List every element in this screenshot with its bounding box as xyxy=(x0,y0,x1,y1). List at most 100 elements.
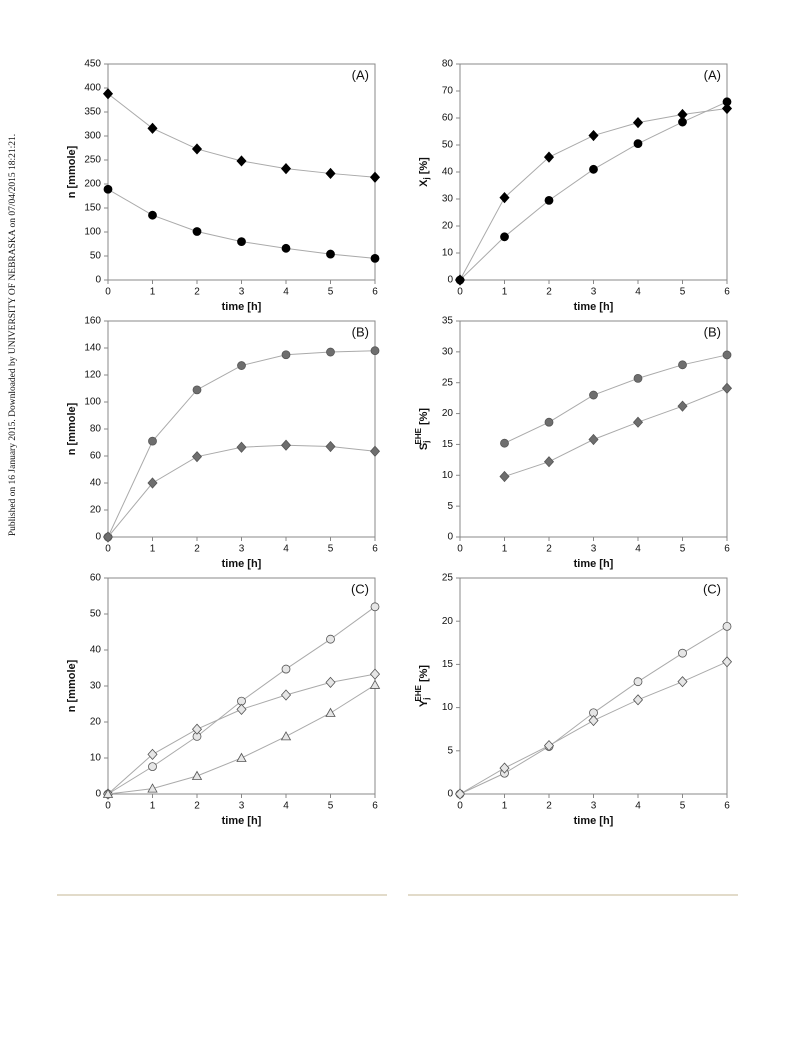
marker xyxy=(499,192,510,204)
panel-label: (A) xyxy=(704,67,721,82)
y-axis-label-sup: EHE xyxy=(414,427,423,444)
y-tick-label: 150 xyxy=(84,203,101,214)
panel-label: (C) xyxy=(703,581,721,596)
y-tick-label: 10 xyxy=(442,248,454,259)
y-tick-label: 25 xyxy=(442,573,454,584)
y-tick-label: 5 xyxy=(447,745,453,756)
marker xyxy=(280,731,292,741)
x-axis-label: time [h] xyxy=(222,301,262,313)
marker xyxy=(148,436,157,446)
marker xyxy=(369,679,381,689)
marker xyxy=(281,350,291,360)
x-tick-label: 0 xyxy=(457,544,463,555)
marker xyxy=(147,477,158,489)
series-line xyxy=(107,444,376,538)
marker xyxy=(147,748,158,760)
y-tick-label: 60 xyxy=(90,451,102,462)
y-axis-label-main: n [mmole] xyxy=(66,145,78,198)
x-tick-label: 2 xyxy=(194,801,200,812)
x-tick-label: 6 xyxy=(372,544,378,555)
marker xyxy=(499,470,510,483)
y-tick-label: 10 xyxy=(442,470,454,481)
series-line xyxy=(504,354,728,444)
marker xyxy=(633,139,643,149)
x-tick-label: 2 xyxy=(546,544,552,555)
y-tick-label: 20 xyxy=(442,221,454,232)
marker xyxy=(281,243,291,253)
y-tick-label: 40 xyxy=(90,478,102,489)
marker xyxy=(722,350,732,360)
marker xyxy=(543,456,555,468)
x-tick-label: 3 xyxy=(591,287,597,298)
marker xyxy=(325,167,336,180)
y-axis-label: Xj [%] xyxy=(418,157,431,187)
y-axis-label: YjEHE [%] xyxy=(414,665,431,707)
y-tick-label: 35 xyxy=(442,316,454,327)
x-axis-label: time [h] xyxy=(574,558,614,570)
x-tick-label: 2 xyxy=(546,801,552,812)
marker xyxy=(678,360,687,370)
marker xyxy=(722,621,732,631)
marker xyxy=(192,385,202,395)
marker xyxy=(102,788,114,798)
x-tick-label: 2 xyxy=(194,544,200,555)
panel-label: (A) xyxy=(352,67,369,82)
marker xyxy=(191,770,203,780)
y-tick-label: 30 xyxy=(442,194,454,205)
marker xyxy=(236,441,247,453)
marker xyxy=(325,707,336,717)
marker xyxy=(369,171,381,183)
y-tick-label: 15 xyxy=(442,439,454,450)
marker xyxy=(326,347,335,357)
series-line xyxy=(504,387,728,477)
marker xyxy=(326,249,335,259)
y-axis-label-sup: EHE xyxy=(414,684,423,701)
marker xyxy=(102,88,114,100)
marker xyxy=(677,108,688,121)
x-axis-label: time [h] xyxy=(574,815,614,827)
marker xyxy=(280,689,292,701)
x-tick-label: 3 xyxy=(591,801,597,812)
marker xyxy=(280,163,292,175)
y-axis-label-unit: [%] xyxy=(418,665,430,682)
x-axis-label: time [h] xyxy=(222,558,262,570)
y-axis-label-unit: [%] xyxy=(418,157,430,174)
x-tick-label: 1 xyxy=(150,544,156,555)
y-tick-label: 25 xyxy=(442,377,454,388)
x-tick-label: 5 xyxy=(328,287,334,298)
panel-label: (B) xyxy=(352,324,369,339)
marker xyxy=(281,664,291,674)
marker xyxy=(589,390,598,400)
x-tick-label: 3 xyxy=(591,544,597,555)
y-axis-label-main: X xyxy=(418,179,430,187)
x-tick-label: 0 xyxy=(105,544,111,555)
marker xyxy=(544,417,554,427)
marker xyxy=(103,184,113,194)
x-tick-label: 5 xyxy=(680,801,686,812)
y-tick-label: 30 xyxy=(90,681,102,692)
marker xyxy=(280,439,292,451)
series-line xyxy=(107,188,376,259)
x-tick-label: 3 xyxy=(239,801,245,812)
x-tick-label: 3 xyxy=(239,544,245,555)
x-tick-label: 5 xyxy=(680,544,686,555)
x-tick-label: 4 xyxy=(635,287,641,298)
y-tick-label: 20 xyxy=(442,616,454,627)
y-tick-label: 10 xyxy=(442,702,454,713)
x-tick-label: 2 xyxy=(546,287,552,298)
y-tick-label: 120 xyxy=(84,370,101,381)
y-axis-label-main: n [mmole] xyxy=(66,659,78,712)
y-tick-label: 160 xyxy=(84,316,101,327)
y-tick-label: 0 xyxy=(447,789,453,800)
marker xyxy=(454,274,466,286)
marker xyxy=(678,648,687,658)
y-axis-label: n [mmole] xyxy=(66,145,78,198)
y-axis-label-main: n [mmole] xyxy=(66,402,78,455)
side-note: Published on 16 January 2015. Downloaded… xyxy=(8,134,18,536)
marker xyxy=(543,740,555,752)
y-tick-label: 10 xyxy=(90,753,102,764)
y-axis-label: n [mmole] xyxy=(66,659,78,712)
marker xyxy=(191,451,203,463)
marker xyxy=(589,164,598,174)
y-tick-label: 350 xyxy=(84,107,101,118)
